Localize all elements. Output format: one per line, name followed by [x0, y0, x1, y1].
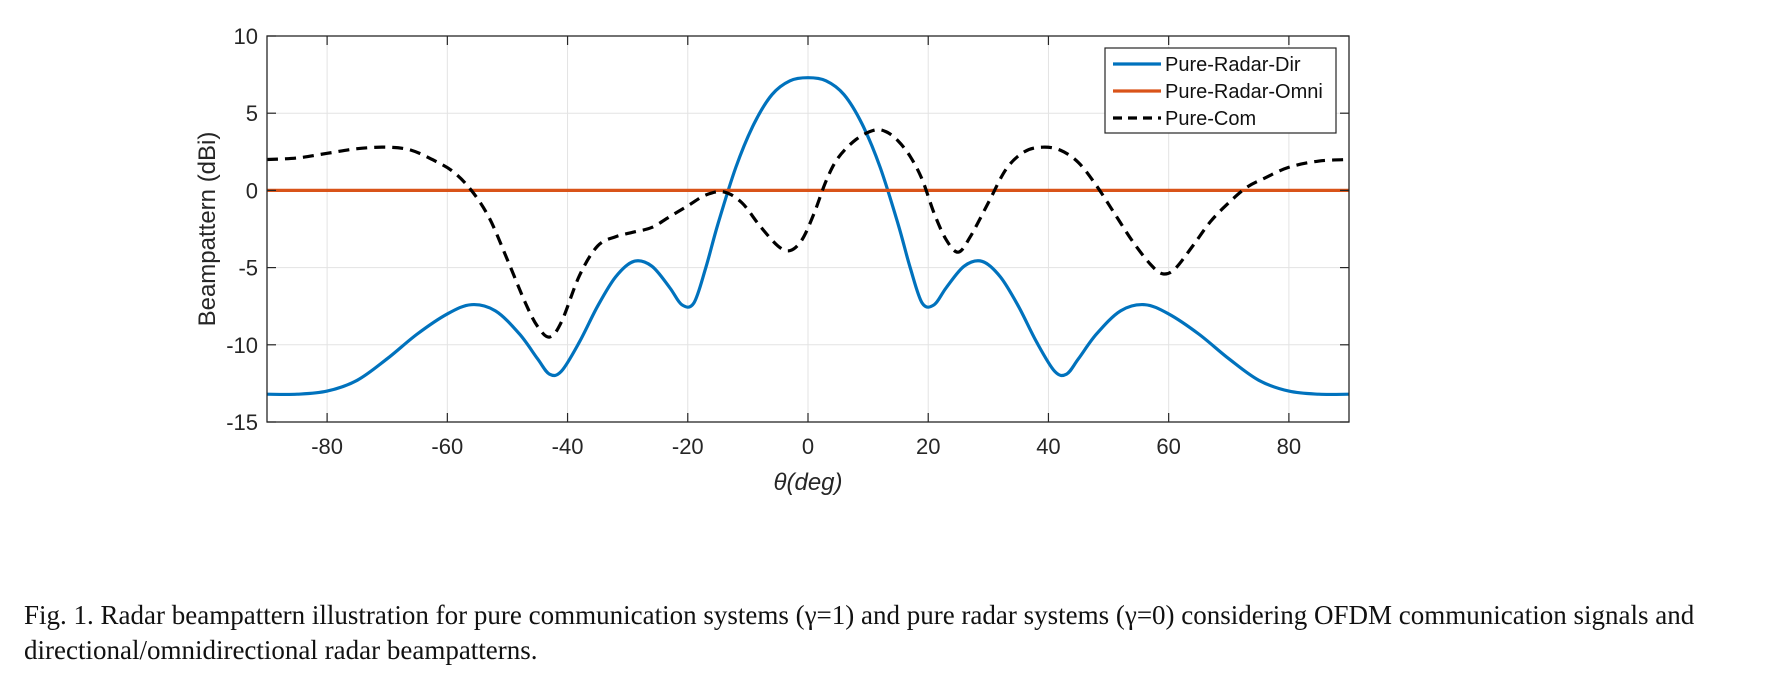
series-line-pure-com — [266, 128, 1350, 339]
y-tick-label: 10 — [234, 24, 258, 49]
y-tick-label: -15 — [226, 410, 258, 435]
series-line-pure-radar-dir — [266, 76, 1350, 397]
legend-label: Pure-Com — [1165, 108, 1256, 130]
axis-ticks: -80 -60 -40 -20 0 20 40 60 80 10 5 0 -5 -10 -15 — [226, 24, 1349, 459]
x-tick-label: 0 — [802, 434, 814, 459]
y-tick-label: 5 — [246, 101, 258, 126]
x-tick-label: -60 — [431, 434, 463, 459]
y-tick-label: -5 — [238, 256, 258, 281]
x-tick-label: 60 — [1156, 434, 1180, 459]
legend: Pure-Radar-Dir Pure-Radar-Omni Pure-Com — [1104, 47, 1337, 134]
x-tick-label: 80 — [1277, 434, 1301, 459]
x-tick-label: 40 — [1036, 434, 1060, 459]
x-axis-label: θ(deg) — [773, 469, 842, 496]
series-lines — [266, 76, 1350, 397]
legend-label: Pure-Radar-Dir — [1165, 54, 1301, 76]
x-tick-label: -80 — [311, 434, 343, 459]
figure-caption: Fig. 1. Radar beampattern illustration f… — [24, 600, 1695, 665]
legend-label: Pure-Radar-Omni — [1165, 81, 1323, 103]
beampattern-chart: -80 -60 -40 -20 0 20 40 60 80 10 5 0 -5 -10 -15 θ(deg)… — [194, 24, 1350, 496]
y-tick-label: -10 — [226, 333, 258, 358]
x-tick-label: -40 — [552, 434, 584, 459]
x-tick-label: 20 — [916, 434, 940, 459]
y-tick-label: 0 — [246, 178, 258, 203]
y-axis-label: Beampattern (dBi) — [194, 132, 221, 327]
x-tick-label: -20 — [672, 434, 704, 459]
